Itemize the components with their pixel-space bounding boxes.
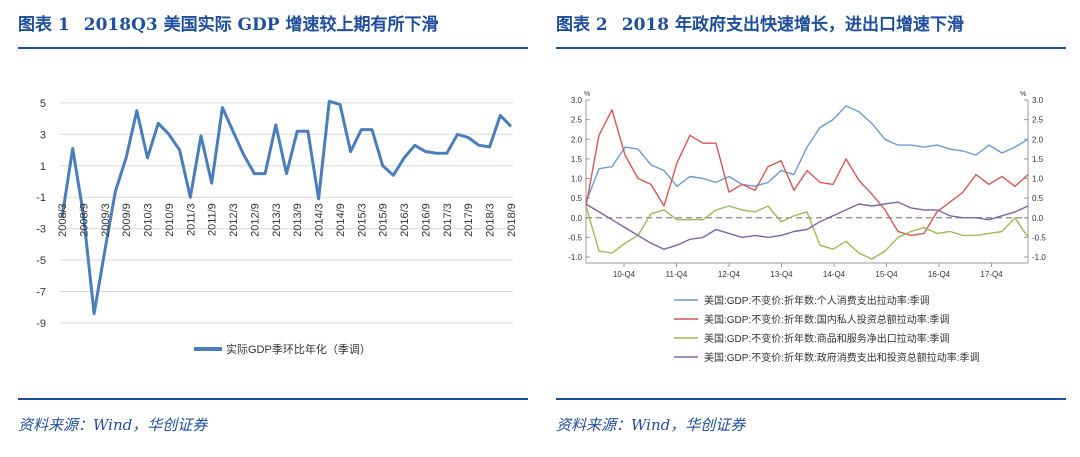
series-line-2 bbox=[585, 109, 1029, 237]
y-tick-label-left: 1.5 bbox=[571, 155, 583, 164]
x-tick-label: 2016/9 bbox=[420, 203, 432, 237]
x-tick-label: 13-Q4 bbox=[770, 270, 793, 279]
figure-2-title-text: 2018 年政府支出快速增长，进出口增速下滑 bbox=[621, 15, 964, 35]
y-tick-label-left: 3.0 bbox=[571, 96, 583, 105]
y-tick-label: 1 bbox=[40, 161, 46, 173]
legend-label-4: 美国:GDP:不变价:折年数:政府消费支出和投资总额拉动率:季调 bbox=[704, 351, 980, 364]
figure-1-source: 资料来源：Wind，华创证券 bbox=[18, 416, 208, 434]
legend-label: 实际GDP季环比年化（季调） bbox=[226, 342, 371, 356]
y-tick-label-left: -0.5 bbox=[568, 233, 582, 242]
x-tick-label: 2012/9 bbox=[249, 203, 261, 237]
x-tick-label: 2011/3 bbox=[185, 203, 197, 236]
y-tick-label-right: 1.5 bbox=[1032, 155, 1044, 164]
x-tick-label: 2008/3 bbox=[57, 203, 69, 237]
figure-2-bottom-rule bbox=[556, 398, 1066, 400]
series-line-3 bbox=[585, 205, 1029, 260]
y-tick-label-right: -0.5 bbox=[1032, 233, 1046, 242]
figure-1-title-text: 2018Q3 美国实际 GDP 增速较上期有所下滑 bbox=[83, 15, 439, 35]
y-tick-label: -3 bbox=[36, 224, 46, 236]
y-tick-label-right: 3.0 bbox=[1032, 96, 1044, 105]
y-tick-label-left: 2.0 bbox=[571, 135, 583, 144]
x-tick-label: 2008/9 bbox=[78, 203, 90, 237]
y-tick-label-left: 2.5 bbox=[571, 116, 583, 125]
figure-1-title: 图表 1 2018Q3 美国实际 GDP 增速较上期有所下滑 bbox=[18, 10, 528, 40]
figure-2-source: 资料来源：Wind，华创证券 bbox=[556, 416, 746, 434]
x-tick-label: 2017/3 bbox=[442, 203, 454, 237]
y-tick-label: -9 bbox=[36, 318, 46, 330]
y-tick-label: -7 bbox=[36, 287, 46, 299]
x-tick-label: 2017/9 bbox=[463, 203, 475, 237]
x-tick-label: 2012/3 bbox=[228, 203, 240, 237]
y-tick-label: -1 bbox=[36, 192, 46, 204]
y-tick-label-right: 0.0 bbox=[1032, 214, 1044, 223]
figure-2-chart: % %3.0 3.02.5 2.52.0 2.01.5 1.51.0 1.00.5 0.50.… bbox=[568, 91, 1046, 364]
y-tick-label-right: 2.0 bbox=[1032, 135, 1044, 144]
x-tick-label: 2014/9 bbox=[335, 203, 347, 237]
x-tick-label: 2018/9 bbox=[506, 203, 518, 237]
y-tick-label-right: 0.5 bbox=[1032, 194, 1044, 203]
x-tick-label: 2010/9 bbox=[164, 203, 176, 237]
series-line-1 bbox=[585, 105, 1029, 203]
figure-1-panel: 图表 1 2018Q3 美国实际 GDP 增速较上期有所下滑 5 3 1 -1 -3 -5 -… bbox=[18, 0, 528, 457]
x-tick-label: 16-Q4 bbox=[928, 270, 951, 279]
legend-label-2: 美国:GDP:不变价:折年数:国内私人投资总额拉动率:季调 bbox=[704, 313, 950, 326]
x-tick-label: 10-Q4 bbox=[613, 270, 636, 279]
x-tick-label: 14-Q4 bbox=[823, 270, 846, 279]
y-tick-label-left: -1.0 bbox=[568, 253, 582, 262]
x-tick-label: 12-Q4 bbox=[718, 270, 741, 279]
x-tick-label: 11-Q4 bbox=[666, 270, 688, 279]
y-tick-label-right: 1.0 bbox=[1032, 175, 1044, 184]
figure-2-top-rule bbox=[556, 47, 1066, 49]
figure-1-chart: 5 3 1 -1 -3 -5 -7 -9 2008/3 2008/9 2009/3 2009/9 201… bbox=[36, 98, 518, 356]
y-tick-label-left: 0.5 bbox=[571, 194, 583, 203]
x-tick-label: 2015/9 bbox=[378, 203, 390, 237]
x-tick-label: 2010/3 bbox=[143, 203, 155, 237]
x-tick-label: 2014/3 bbox=[314, 203, 326, 237]
y-tick-label-right: 2.5 bbox=[1032, 116, 1044, 125]
x-tick-label: 2018/3 bbox=[485, 203, 497, 237]
series-line-4 bbox=[585, 201, 1029, 250]
x-tick-label: 2009/9 bbox=[121, 203, 133, 237]
y-tick-label-right: -1.0 bbox=[1032, 253, 1046, 262]
x-tick-label: 2011/9 bbox=[207, 203, 219, 236]
figure-2-title: 图表 2 2018 年政府支出快速增长，进出口增速下滑 bbox=[556, 10, 1066, 40]
x-tick-label: 2013/9 bbox=[292, 203, 304, 237]
x-tick-label: 2016/3 bbox=[399, 203, 411, 237]
x-tick-label: 2013/3 bbox=[271, 203, 283, 237]
x-tick-label: 2009/3 bbox=[100, 203, 112, 237]
y-tick-label: 3 bbox=[40, 129, 46, 141]
gdp-series-line bbox=[60, 99, 513, 316]
y-tick-label: -5 bbox=[36, 255, 46, 267]
figure-1-number: 图表 1 bbox=[18, 15, 70, 35]
legend-label-1: 美国:GDP:不变价:折年数:个人消费支出拉动率:季调 bbox=[704, 294, 930, 307]
figure-2-number: 图表 2 bbox=[556, 15, 608, 35]
x-tick-label: 2015/3 bbox=[356, 203, 368, 237]
figure-2-panel: 图表 2 2018 年政府支出快速增长，进出口增速下滑 %% 3.0 3.0 2.5 2.… bbox=[556, 0, 1066, 457]
x-tick-label: 17-Q4 bbox=[980, 270, 1003, 279]
y-tick-label: 5 bbox=[40, 98, 46, 110]
right-unit: % bbox=[1020, 91, 1026, 98]
y-tick-label-left: 1.0 bbox=[571, 175, 583, 184]
figure-1-bottom-rule bbox=[18, 398, 528, 400]
legend-label-3: 美国:GDP:不变价:折年数:商品和服务净出口拉动率:季调 bbox=[704, 332, 950, 345]
y-tick-label-left: 0.0 bbox=[571, 214, 583, 223]
figure-1-top-rule bbox=[18, 47, 528, 49]
x-tick-label: 15-Q4 bbox=[875, 270, 898, 279]
left-unit: % bbox=[584, 91, 590, 98]
